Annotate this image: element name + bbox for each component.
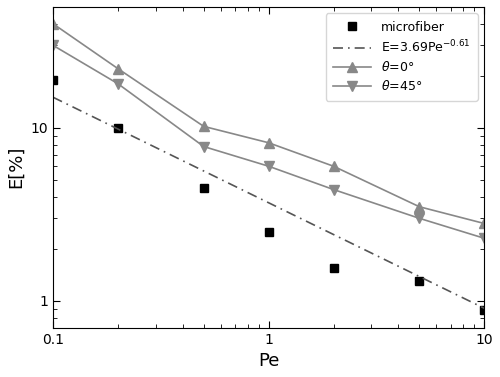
$\theta$=45$\degree$ [50, 43, 56, 48]
X-axis label: Pe: Pe [258, 352, 280, 370]
microfiber [416, 279, 422, 284]
$\theta$=45$\degree$ [481, 236, 487, 241]
Line: microfiber: microfiber [49, 75, 488, 315]
Line: $\theta$=45$\degree$: $\theta$=45$\degree$ [48, 40, 489, 243]
$\theta$=0$\degree$ [266, 141, 272, 145]
Line: E=3.69Pe$^{-0.61}$: E=3.69Pe$^{-0.61}$ [53, 97, 484, 308]
$\theta$=0$\degree$ [330, 164, 336, 169]
E=3.69Pe$^{-0.61}$ [414, 273, 420, 277]
E=3.69Pe$^{-0.61}$ [441, 286, 447, 291]
Legend: microfiber, E=3.69Pe$^{-0.61}$, $\theta$=0$\degree$, $\theta$=45$\degree$: microfiber, E=3.69Pe$^{-0.61}$, $\theta$… [326, 13, 478, 101]
microfiber [266, 230, 272, 234]
E=3.69Pe$^{-0.61}$ [50, 95, 56, 100]
E=3.69Pe$^{-0.61}$ [52, 96, 58, 100]
$\theta$=45$\degree$ [115, 81, 121, 86]
$\theta$=0$\degree$ [115, 66, 121, 71]
E=3.69Pe$^{-0.61}$ [306, 220, 312, 224]
Line: $\theta$=0$\degree$: $\theta$=0$\degree$ [48, 19, 489, 228]
$\theta$=0$\degree$ [50, 21, 56, 26]
E=3.69Pe$^{-0.61}$ [314, 224, 320, 229]
microfiber [50, 77, 56, 82]
$\theta$=45$\degree$ [266, 164, 272, 169]
$\theta$=0$\degree$ [481, 221, 487, 226]
$\theta$=45$\degree$ [200, 144, 206, 149]
microfiber [330, 266, 336, 270]
$\theta$=0$\degree$ [416, 204, 422, 209]
$\theta$=45$\degree$ [330, 187, 336, 192]
E=3.69Pe$^{-0.61}$ [481, 306, 487, 311]
microfiber [481, 308, 487, 313]
E=3.69Pe$^{-0.61}$ [306, 221, 312, 225]
microfiber [200, 185, 206, 190]
$\theta$=0$\degree$ [200, 124, 206, 129]
microfiber [115, 126, 121, 130]
$\theta$=45$\degree$ [416, 216, 422, 221]
Y-axis label: E[%]: E[%] [7, 146, 25, 188]
